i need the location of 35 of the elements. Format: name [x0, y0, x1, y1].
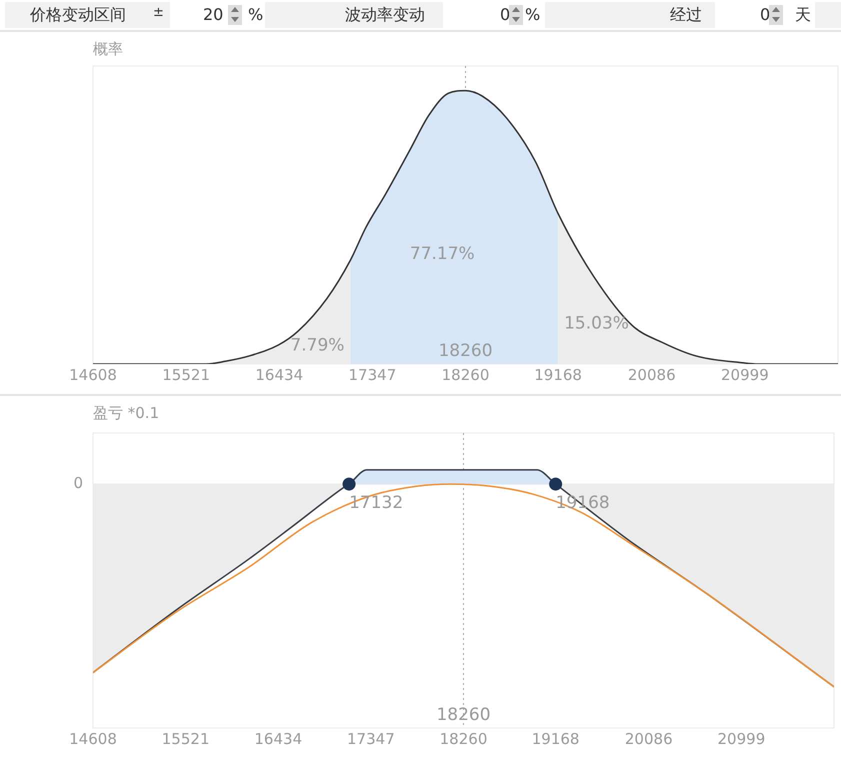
x-tick-label: 18260 — [440, 730, 488, 748]
x-tick-label: 15521 — [162, 730, 210, 748]
x-tick-label: 17347 — [347, 730, 395, 748]
x-tick-label: 19168 — [532, 730, 580, 748]
x-tick-label: 20086 — [624, 730, 673, 748]
annotation: 17132 — [349, 492, 404, 513]
x-tick-label: 17347 — [348, 366, 396, 384]
text: % — [248, 5, 264, 24]
ref-line-label: 18260 — [436, 704, 491, 725]
text: 0 — [500, 5, 510, 24]
text: 经过 — [670, 5, 702, 26]
chart-title: 概率 — [93, 40, 123, 59]
annotation: 77.17% — [410, 244, 475, 264]
ref-line-label: 18260 — [438, 340, 493, 361]
x-tick-label: 20999 — [718, 730, 766, 748]
text: 20 — [203, 5, 224, 24]
x-tick-label: 18260 — [442, 366, 490, 384]
x-tick-label: 16434 — [255, 366, 304, 384]
text: 价格变动区间 — [30, 5, 126, 26]
text: 天 — [795, 5, 811, 26]
text: ± — [153, 5, 164, 20]
annotation: 7.79% — [290, 335, 344, 356]
x-tick-label: 19168 — [534, 366, 582, 384]
text: 0 — [760, 5, 770, 24]
x-tick-label: 20086 — [628, 366, 676, 384]
text: % — [525, 5, 540, 24]
x-tick-label: 14608 — [69, 366, 117, 384]
annotation: 15.03% — [564, 313, 629, 334]
x-tick-label: 20999 — [721, 366, 769, 384]
text: 波动率变动 — [345, 5, 425, 26]
ref-line-label: 0 — [73, 474, 83, 492]
x-tick-label: 16434 — [254, 730, 302, 748]
x-tick-label: 15521 — [162, 366, 210, 384]
chart-title: 盈亏 *0.1 — [93, 404, 160, 423]
x-tick-label: 14608 — [69, 730, 117, 748]
